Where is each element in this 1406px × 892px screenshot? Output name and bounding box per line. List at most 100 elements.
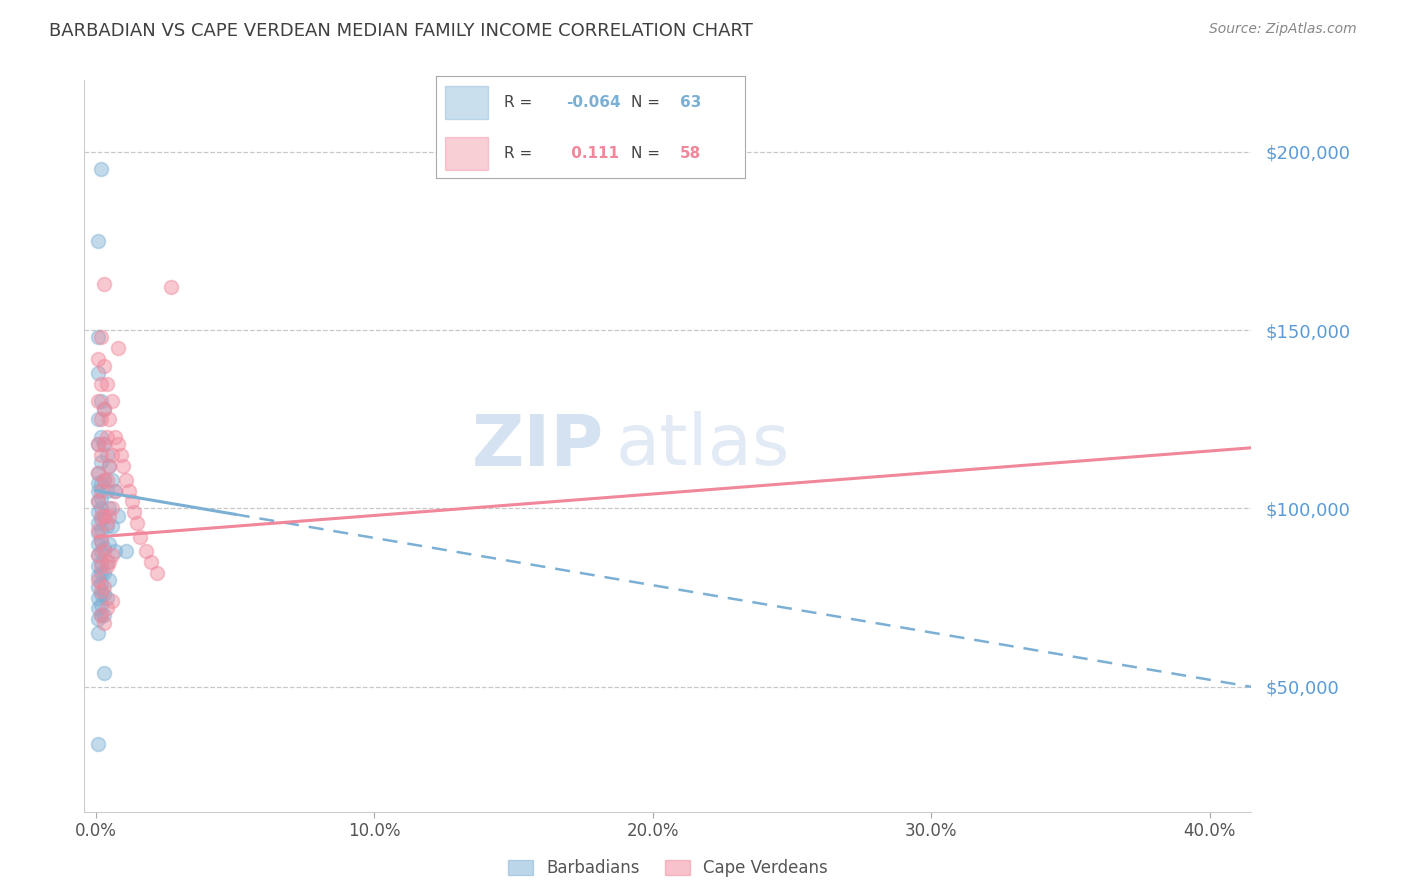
Point [101, 448, 124, 462]
Point [87, 494, 110, 508]
Point [101, 394, 124, 409]
Point [93, 566, 115, 580]
Point [90, 558, 112, 573]
Text: N =: N = [631, 146, 659, 161]
Point [87, 569, 110, 583]
FancyBboxPatch shape [446, 137, 488, 170]
Point [98, 412, 121, 426]
Text: -0.064: -0.064 [565, 95, 620, 110]
Point [96, 483, 118, 498]
Point [96, 516, 118, 530]
Text: 58: 58 [681, 146, 702, 161]
Text: R =: R = [503, 146, 531, 161]
Point [90, 508, 112, 523]
Point [87, 526, 110, 541]
Text: Source: ZipAtlas.com: Source: ZipAtlas.com [1209, 22, 1357, 37]
Point [90, 533, 112, 548]
Point [115, 473, 138, 487]
Point [93, 437, 115, 451]
Point [90, 598, 112, 612]
Point [107, 341, 129, 355]
Point [107, 508, 129, 523]
Point [121, 494, 143, 508]
Point [93, 437, 115, 451]
Point [90, 583, 112, 598]
Point [104, 544, 127, 558]
Point [90, 512, 112, 526]
Point [87, 351, 110, 366]
Point [110, 448, 132, 462]
Point [87, 591, 110, 605]
Point [101, 501, 124, 516]
Point [87, 466, 110, 480]
Point [87, 234, 110, 248]
Point [104, 430, 127, 444]
Point [90, 608, 112, 623]
Point [96, 519, 118, 533]
Point [98, 508, 121, 523]
Point [115, 544, 138, 558]
Point [90, 544, 112, 558]
Point [101, 519, 124, 533]
Point [90, 455, 112, 469]
Point [87, 330, 110, 344]
Point [124, 505, 146, 519]
Point [90, 476, 112, 491]
Point [87, 626, 110, 640]
Point [93, 587, 115, 601]
Point [87, 437, 110, 451]
Point [90, 501, 112, 516]
Point [135, 544, 157, 558]
Point [96, 591, 118, 605]
Point [90, 608, 112, 623]
Point [93, 615, 115, 630]
Point [90, 162, 112, 177]
Point [96, 376, 118, 391]
Point [93, 473, 115, 487]
Point [93, 473, 115, 487]
Point [90, 330, 112, 344]
Point [98, 537, 121, 551]
Point [87, 466, 110, 480]
Point [96, 555, 118, 569]
Text: atlas: atlas [616, 411, 790, 481]
Point [87, 537, 110, 551]
Point [90, 566, 112, 580]
Point [87, 505, 110, 519]
Point [87, 548, 110, 562]
Point [90, 587, 112, 601]
Point [93, 608, 115, 623]
Point [129, 530, 152, 544]
Point [101, 548, 124, 562]
Point [96, 473, 118, 487]
Point [98, 573, 121, 587]
Point [93, 401, 115, 416]
Point [104, 483, 127, 498]
Point [87, 494, 110, 508]
Point [101, 594, 124, 608]
Point [90, 412, 112, 426]
Point [96, 430, 118, 444]
Point [90, 448, 112, 462]
Text: 63: 63 [681, 95, 702, 110]
Point [87, 580, 110, 594]
Point [87, 483, 110, 498]
Legend: Barbadians, Cape Verdeans: Barbadians, Cape Verdeans [501, 853, 835, 884]
Point [104, 483, 127, 498]
Point [93, 401, 115, 416]
Point [146, 566, 169, 580]
Text: 0.111: 0.111 [565, 146, 619, 161]
Point [98, 458, 121, 473]
Point [87, 548, 110, 562]
Point [90, 430, 112, 444]
Point [90, 483, 112, 498]
Point [90, 576, 112, 591]
Point [96, 601, 118, 615]
Text: R =: R = [503, 95, 531, 110]
Text: ZIP: ZIP [471, 411, 603, 481]
Point [118, 483, 141, 498]
Point [87, 558, 110, 573]
Point [141, 555, 163, 569]
Point [87, 476, 110, 491]
Point [98, 555, 121, 569]
